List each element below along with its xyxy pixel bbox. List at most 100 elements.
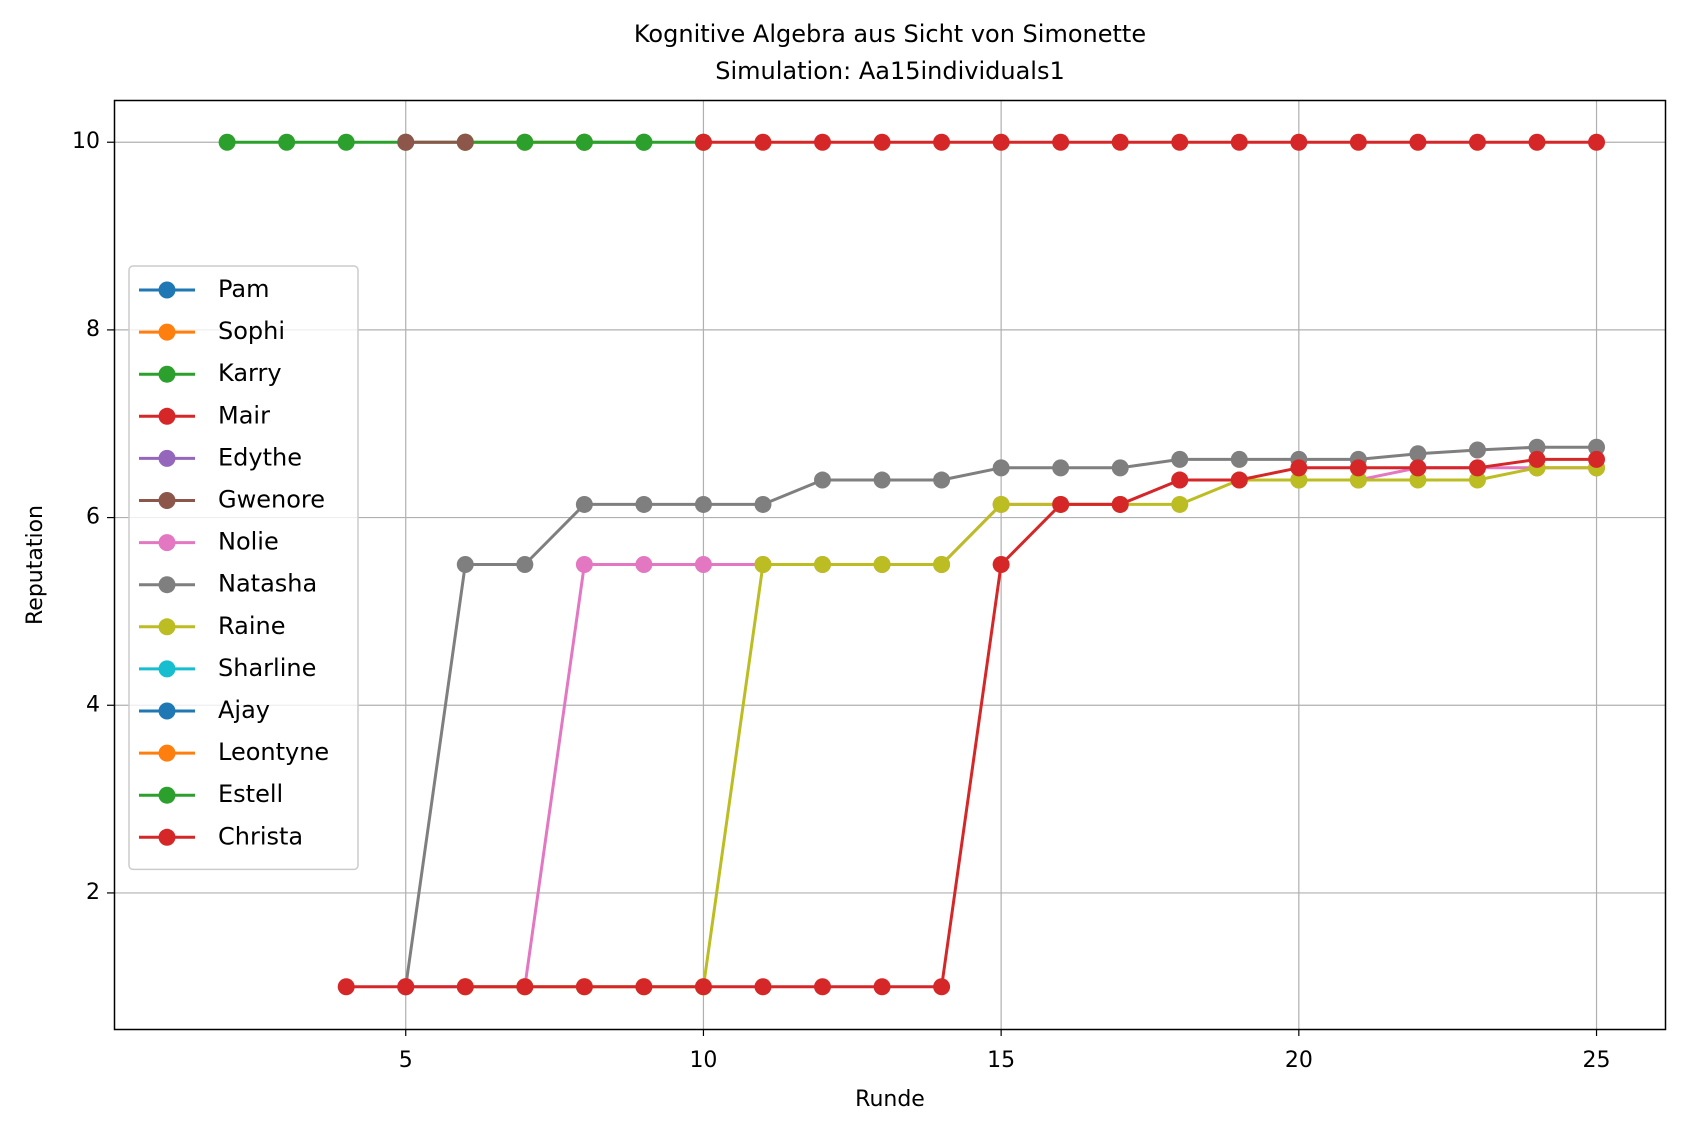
data-point-nolie bbox=[575, 556, 593, 573]
legend-label: Sharline bbox=[218, 654, 316, 682]
data-point-christa bbox=[992, 556, 1010, 573]
data-point-christa bbox=[1111, 495, 1129, 513]
x-tick-label: 15 bbox=[987, 1048, 1015, 1073]
data-point-raine bbox=[1171, 495, 1189, 513]
data-point-mair bbox=[933, 133, 951, 151]
data-point-natasha bbox=[1230, 450, 1248, 468]
data-point-mair bbox=[1349, 133, 1367, 151]
data-point-christa bbox=[516, 978, 534, 996]
data-point-christa bbox=[933, 978, 951, 996]
data-point-estell bbox=[635, 133, 653, 151]
data-point-natasha bbox=[1171, 450, 1189, 468]
legend-swatch-marker bbox=[158, 702, 176, 720]
data-point-karry bbox=[278, 133, 296, 151]
data-point-mair bbox=[1230, 133, 1248, 151]
data-point-natasha bbox=[814, 471, 832, 489]
legend-item-pam: Pam bbox=[139, 275, 269, 303]
data-point-natasha bbox=[694, 495, 712, 513]
legend: Pam Sophi Karry Mair Edythe Gwenore Nolie Natas… bbox=[128, 265, 359, 871]
data-point-christa bbox=[1528, 450, 1546, 468]
data-point-christa bbox=[1588, 450, 1606, 468]
data-point-natasha bbox=[1409, 445, 1427, 463]
data-point-raine bbox=[1409, 471, 1427, 489]
data-point-gwenore bbox=[397, 133, 415, 151]
y-tick-label: 6 bbox=[86, 505, 100, 530]
y-tick-label: 8 bbox=[86, 317, 100, 342]
y-tick-label: 4 bbox=[86, 692, 100, 717]
legend-label: Ajay bbox=[218, 696, 270, 724]
legend-swatch-marker bbox=[158, 744, 176, 762]
data-point-christa bbox=[456, 978, 474, 996]
y-tick-label: 2 bbox=[86, 880, 100, 905]
x-tick-label: 10 bbox=[689, 1048, 717, 1073]
legend-item-gwenore: Gwenore bbox=[139, 486, 325, 514]
data-point-mair bbox=[754, 133, 772, 151]
legend-swatch-marker bbox=[158, 281, 176, 299]
chart-title: Kognitive Algebra aus Sicht von Simonett… bbox=[634, 20, 1146, 48]
data-point-natasha bbox=[1528, 438, 1546, 456]
series-line-raine bbox=[465, 466, 1597, 989]
data-point-natasha bbox=[933, 471, 951, 489]
data-point-mair bbox=[1171, 133, 1189, 151]
data-point-christa bbox=[575, 978, 593, 996]
data-point-mair bbox=[1468, 133, 1486, 151]
legend-item-mair: Mair bbox=[139, 401, 270, 429]
data-point-christa bbox=[1349, 459, 1367, 477]
data-point-natasha bbox=[992, 459, 1010, 477]
legend-label: Karry bbox=[218, 359, 282, 387]
x-tick-label: 5 bbox=[399, 1048, 413, 1073]
data-point-christa bbox=[694, 978, 712, 996]
legend-swatch-marker bbox=[158, 407, 176, 425]
legend-label: Sophi bbox=[218, 317, 285, 345]
legend-label: Nolie bbox=[218, 528, 279, 556]
data-point-natasha bbox=[1468, 441, 1486, 459]
series-christa bbox=[337, 450, 1606, 996]
data-point-natasha bbox=[456, 556, 474, 573]
y-axis-label: Reputation bbox=[23, 505, 48, 625]
data-point-karry bbox=[337, 133, 355, 151]
legend-item-raine: Raine bbox=[139, 612, 286, 640]
data-point-mair bbox=[1409, 133, 1427, 151]
data-point-mair bbox=[992, 133, 1010, 151]
data-point-natasha bbox=[1052, 459, 1070, 477]
data-point-mair bbox=[814, 133, 832, 151]
data-point-raine bbox=[814, 556, 832, 573]
series-raine bbox=[456, 459, 1606, 996]
legend-item-estell: Estell bbox=[139, 780, 283, 808]
legend-swatch-marker bbox=[158, 534, 176, 552]
legend-item-karry: Karry bbox=[139, 359, 282, 387]
data-point-christa bbox=[635, 978, 653, 996]
series-line-christa bbox=[346, 457, 1597, 989]
legend-swatch-marker bbox=[158, 492, 176, 509]
data-point-nolie bbox=[694, 556, 712, 573]
data-point-natasha bbox=[635, 495, 653, 513]
data-point-natasha bbox=[873, 471, 891, 489]
legend-item-christa: Christa bbox=[139, 822, 303, 850]
legend-item-natasha: Natasha bbox=[139, 570, 317, 598]
data-point-mair bbox=[1588, 133, 1606, 151]
data-point-mair bbox=[1290, 133, 1308, 151]
data-point-raine bbox=[992, 495, 1010, 513]
data-point-mair bbox=[1052, 133, 1070, 151]
data-point-gwenore bbox=[456, 133, 474, 151]
data-point-mair bbox=[1528, 133, 1546, 151]
legend-label: Estell bbox=[218, 780, 283, 808]
chart-subtitle: Simulation: Aa15individuals1 bbox=[715, 57, 1064, 85]
series-gwenore bbox=[397, 133, 474, 151]
data-point-christa bbox=[1290, 459, 1308, 477]
legend-swatch-marker bbox=[158, 786, 176, 804]
data-point-estell bbox=[575, 133, 593, 151]
data-point-christa bbox=[814, 978, 832, 996]
axis-ticks: 5 10 15 20 25 2 4 6 8 10 bbox=[72, 129, 1611, 1073]
legend-label: Christa bbox=[218, 822, 303, 850]
legend-item-nolie: Nolie bbox=[139, 528, 279, 556]
data-point-natasha bbox=[516, 556, 534, 573]
legend-swatch-marker bbox=[158, 365, 176, 383]
data-point-christa bbox=[754, 978, 772, 996]
data-point-christa bbox=[337, 978, 355, 996]
data-point-christa bbox=[1230, 471, 1248, 489]
legend-label: Leontyne bbox=[218, 738, 329, 766]
data-point-karry bbox=[218, 133, 236, 151]
data-point-karry bbox=[516, 133, 534, 151]
series-estell bbox=[575, 133, 653, 151]
